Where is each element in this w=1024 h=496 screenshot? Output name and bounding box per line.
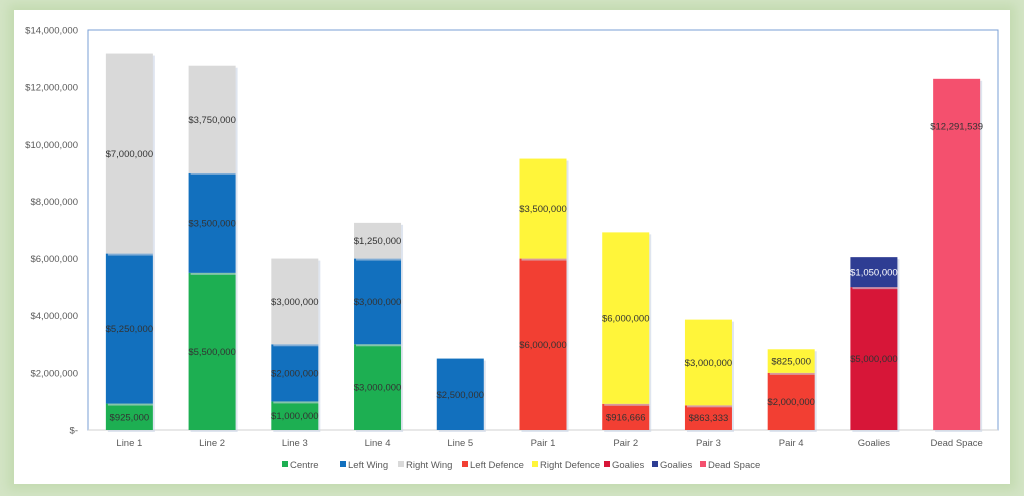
legend-swatch	[700, 461, 706, 467]
data-label: $6,000,000	[602, 314, 650, 325]
data-label: $1,000,000	[271, 411, 319, 422]
bar-segment	[271, 258, 319, 345]
data-label: $863,333	[689, 413, 729, 424]
legend-swatch	[340, 461, 346, 467]
data-label: $916,666	[606, 412, 646, 423]
chart-area	[14, 10, 1010, 484]
bar-segment	[850, 287, 898, 430]
data-label: $2,000,000	[271, 368, 319, 379]
data-label: $6,000,000	[519, 340, 567, 351]
bar-segment	[933, 78, 981, 430]
bar-segment	[850, 257, 898, 288]
data-label: $5,500,000	[188, 347, 236, 358]
bar-segment	[188, 172, 236, 273]
bar-segment	[271, 401, 319, 430]
bar-segment	[271, 344, 319, 402]
data-label: $825,000	[771, 357, 811, 368]
y-tick-label: $6,000,000	[30, 254, 78, 265]
y-tick-label: $10,000,000	[25, 140, 78, 151]
legend-entry: Centre	[290, 460, 319, 471]
data-label: $5,000,000	[850, 354, 898, 365]
x-tick-label: Line 4	[365, 438, 391, 449]
data-label: $3,500,000	[519, 204, 567, 215]
y-tick-label: $12,000,000	[25, 83, 78, 94]
bar-segment	[519, 158, 567, 259]
legend-swatch	[282, 461, 288, 467]
legend-swatch	[652, 461, 658, 467]
bar-segment	[767, 349, 815, 373]
data-label: $5,250,000	[106, 324, 154, 335]
data-label: $3,000,000	[685, 358, 733, 369]
x-tick-label: Line 5	[447, 438, 473, 449]
bar-segment	[188, 65, 236, 173]
y-tick-label: $14,000,000	[25, 26, 78, 37]
data-label: $12,291,539	[930, 122, 983, 133]
x-tick-label: Pair 3	[696, 438, 721, 449]
bar-segment	[684, 405, 732, 430]
y-tick-label: $8,000,000	[30, 197, 78, 208]
bar-segment	[354, 258, 402, 345]
x-tick-label: Line 2	[199, 438, 225, 449]
legend-entry: Right Wing	[406, 460, 452, 471]
bar-segment	[684, 319, 732, 406]
x-tick-label: Goalies	[858, 438, 890, 449]
data-label: $2,500,000	[436, 390, 484, 401]
data-label: $3,750,000	[188, 115, 236, 126]
data-label: $3,000,000	[271, 297, 319, 308]
bar-segment	[354, 344, 402, 430]
y-tick-label: $2,000,000	[30, 368, 78, 379]
bar-segment	[436, 358, 484, 430]
data-label: $1,050,000	[850, 268, 898, 279]
legend-entry: Goalies	[612, 460, 644, 471]
legend-swatch	[398, 461, 404, 467]
x-tick-label: Pair 2	[613, 438, 638, 449]
data-label: $3,000,000	[354, 297, 402, 308]
legend-entry: Goalies	[660, 460, 692, 471]
bar-segment	[188, 272, 236, 430]
x-tick-label: Line 3	[282, 438, 308, 449]
bar-segment	[105, 403, 153, 430]
legend-entry: Left Wing	[348, 460, 388, 471]
bar-segment	[767, 372, 815, 430]
bar-segment	[105, 253, 153, 404]
legend-entry: Dead Space	[708, 460, 760, 471]
y-tick-label: $4,000,000	[30, 311, 78, 322]
data-label: $1,250,000	[354, 236, 402, 247]
bar-segment	[105, 53, 153, 254]
data-label: $3,000,000	[354, 383, 402, 394]
legend-swatch	[604, 461, 610, 467]
x-tick-label: Dead Space	[930, 438, 982, 449]
data-label: $2,000,000	[767, 397, 815, 408]
legend-entry: Right Defence	[540, 460, 600, 471]
legend-swatch	[532, 461, 538, 467]
x-tick-label: Pair 4	[779, 438, 804, 449]
bar-segment	[354, 222, 402, 259]
x-tick-label: Line 1	[116, 438, 142, 449]
x-tick-label: Pair 1	[531, 438, 556, 449]
bar-segment	[602, 232, 650, 404]
legend-entry: Left Defence	[470, 460, 524, 471]
data-label: $7,000,000	[106, 149, 154, 160]
legend-swatch	[462, 461, 468, 467]
y-tick-label: $-	[70, 426, 78, 437]
data-label: $925,000	[110, 412, 150, 423]
data-label: $3,500,000	[188, 218, 236, 229]
bar-segment	[519, 258, 567, 430]
bar-segment	[602, 403, 650, 430]
